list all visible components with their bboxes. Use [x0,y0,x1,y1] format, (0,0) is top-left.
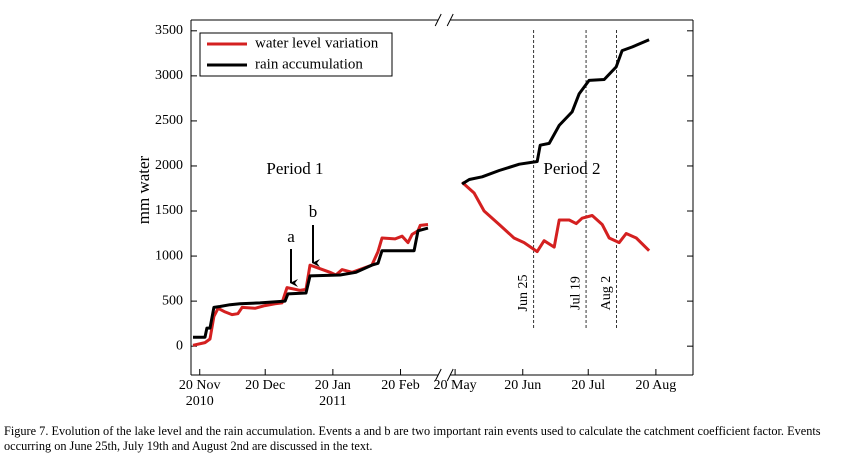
y-tick-label: 3500 [155,23,183,38]
y-tick-label: 500 [162,293,183,308]
x-tick-label: 20 Dec [245,378,286,393]
axis-break [434,368,442,382]
x-tick-label: 20 May [433,378,477,393]
legend-box [199,32,393,77]
axis-break [434,13,442,27]
x-tick-label: 20 Jan 2011 [314,378,351,409]
event-label: Aug 2 [599,276,614,311]
event-label: Jul 19 [568,276,583,310]
y-tick-label: 1500 [155,203,183,218]
y-tick-label: 0 [176,338,183,353]
y-tick-label: 2500 [155,113,183,128]
x-tick-label: 20 Jun [504,378,542,393]
annotation: Period 1 [266,159,323,178]
legend-label: water level variation [255,35,379,51]
x-tick-label: 20 Aug [635,378,677,393]
caption: Figure 7. Evolution of the lake level an… [4,424,821,453]
annotation: a [287,227,295,246]
axis-break [446,13,454,27]
series-line [192,181,651,347]
y-tick-label: 1000 [155,248,183,263]
series-line [193,38,650,339]
x-tick-label: 20 Feb [381,378,420,393]
y-axis-label: mm water [134,155,153,224]
axis-break [446,368,454,382]
chart: mm water 0 500 1000 1500 2000 2500 3000 3500 Jun… [134,13,694,382]
event-label: Jun 25 [516,275,531,312]
annotation: Period 2 [543,159,600,178]
legend-label: rain accumulation [255,56,363,72]
x-tick-label: 20 Jul [571,378,606,393]
x-tick-label: 20 Nov 2010 [178,378,221,409]
y-tick-label: 2000 [155,158,183,173]
y-tick-label: 3000 [155,68,183,83]
annotation: b [309,202,318,221]
